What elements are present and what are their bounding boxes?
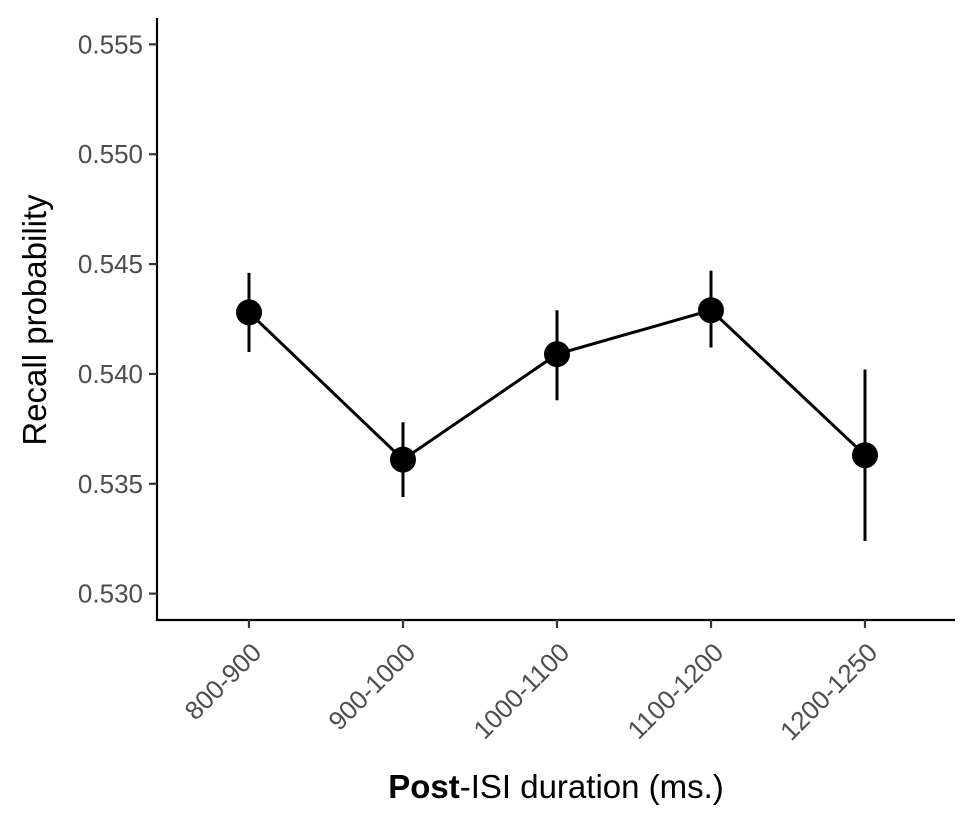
data-point: [852, 442, 878, 469]
y-axis-title: Recall probability: [16, 194, 53, 446]
x-tick-label: 1100-1200: [621, 637, 729, 745]
y-tick-label: 0.530: [78, 579, 143, 609]
x-axis-title: Post-ISI duration (ms.): [388, 768, 724, 805]
y-tick-label: 0.545: [78, 249, 143, 279]
x-tick-label: 1000-1100: [467, 637, 575, 745]
y-ticks: 0.530 0.535 0.540 0.545 0.550 0.555: [78, 29, 157, 609]
data-point: [698, 297, 724, 324]
x-ticks: 800-900 900-1000 1000-1100 1100-1200 1200-12…: [179, 620, 883, 746]
y-tick-label: 0.555: [78, 29, 143, 59]
x-axis-title-rest: -ISI duration (ms.): [460, 768, 724, 805]
plot-area: [236, 270, 878, 541]
data-point: [390, 446, 416, 473]
data-point: [236, 299, 262, 326]
x-tick-label: 1200-1250: [774, 637, 883, 746]
x-axis-title-bold: Post: [388, 768, 460, 805]
data-point: [544, 341, 570, 368]
y-tick-label: 0.540: [78, 359, 143, 389]
x-tick-label: 800-900: [179, 637, 268, 726]
y-tick-label: 0.535: [78, 469, 143, 499]
y-tick-label: 0.550: [78, 139, 143, 169]
x-tick-label: 900-1000: [322, 637, 421, 736]
